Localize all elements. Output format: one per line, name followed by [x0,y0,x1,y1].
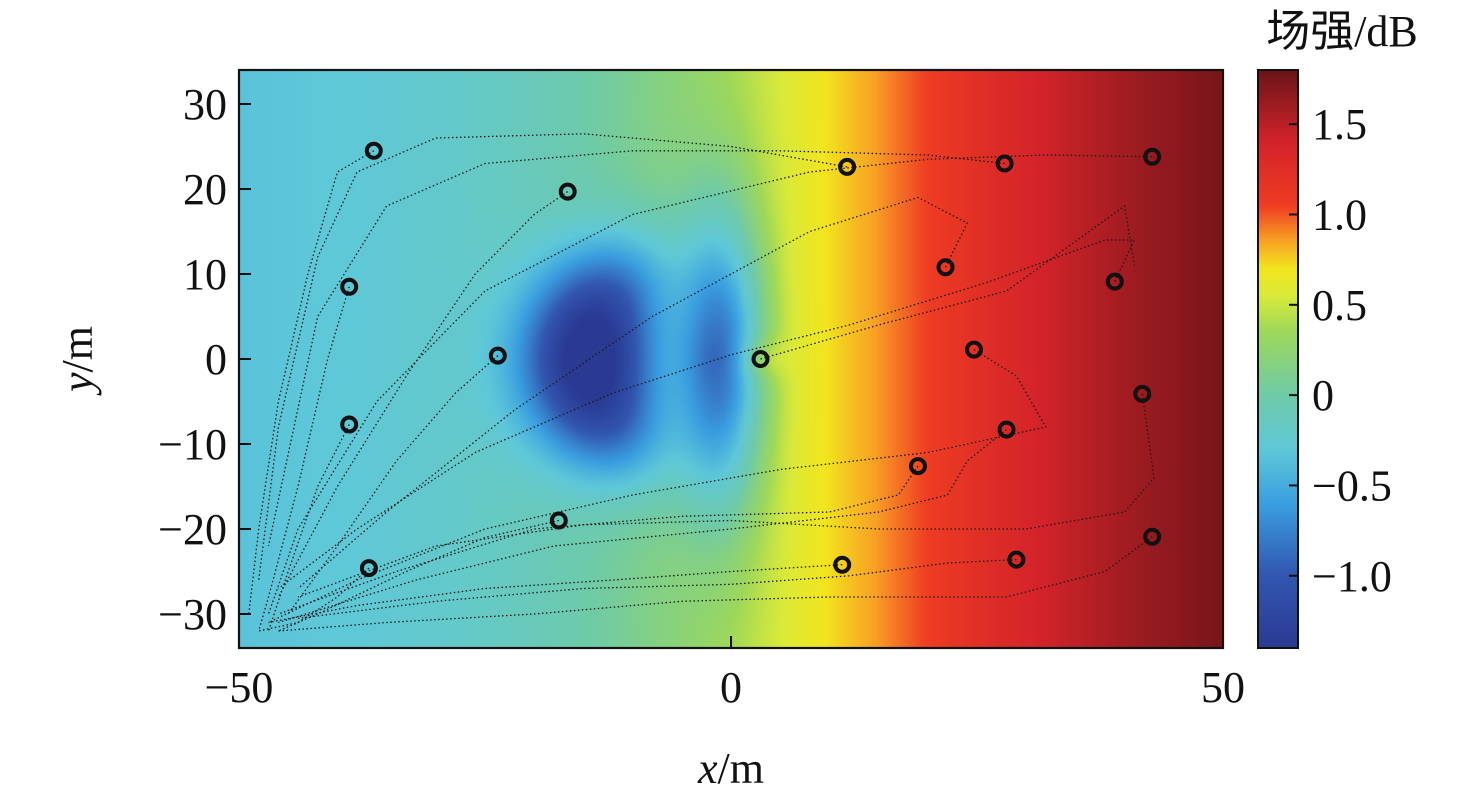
trajectory-path [267,154,1153,615]
heatmap-plot-area [237,68,1225,650]
marker-group [340,141,1162,578]
trajectory-path [760,205,1136,360]
marker-point [549,511,568,530]
trajectory-path [278,519,559,632]
x-axis: −50 0 50 [205,636,1245,712]
y-tick-label: −10 [158,420,227,469]
marker-point [1007,550,1026,569]
y-tick-label: 0 [205,335,227,384]
y-axis-title: y/m [53,326,102,396]
marker-point [909,457,927,476]
colorbar-tick-label: 1.0 [1312,191,1367,240]
marker-point [1133,384,1152,403]
colorbar-tick-label: −0.5 [1312,461,1392,510]
colorbar-tick-label: 1.5 [1312,100,1367,149]
colorbar: 1.5 1.0 0.5 0 −0.5 −1.0 场强/dB [1257,7,1418,649]
colorbar-gradient [1258,70,1298,648]
y-axis: 30 20 10 0 −10 −20 −30 [158,80,251,639]
marker-point [838,157,857,176]
colorbar-tick-label: −1.0 [1312,552,1392,601]
trajectory-path [297,558,1017,619]
marker-point [340,277,359,296]
marker-point [488,346,507,365]
x-tick-label: 0 [720,663,742,712]
marker-point [965,340,983,359]
trajectory-path [267,150,1005,547]
trajectory-path [258,286,350,632]
marker-point [364,141,383,160]
trajectory-path [258,133,848,581]
y-tick-label: 30 [183,80,227,129]
colorbar-tick-label: 0 [1312,371,1334,420]
x-tick-label: 50 [1201,663,1245,712]
marker-point [936,258,955,277]
marker-point [1143,527,1162,546]
marker-point [997,420,1016,439]
trajectory-path [297,393,1155,598]
marker-point [1105,272,1124,291]
colorbar-tick-label: 0.5 [1312,281,1367,330]
x-axis-title: x/m [697,744,764,793]
y-tick-label: 10 [183,250,227,299]
field-strength-heatmap [239,70,1223,648]
trajectory-path [268,349,1047,624]
colorbar-frame [1257,69,1299,649]
marker-point [751,350,770,368]
trajectory-path [268,564,843,624]
trajectory-path [278,536,1153,632]
trajectory-path [278,429,1007,624]
y-tick-label: −30 [158,590,227,639]
colorbar-ticks: 1.5 1.0 0.5 0 −0.5 −1.0 [1289,100,1392,601]
trajectory-lines [248,133,1155,632]
marker-point [995,154,1014,173]
marker-point [1143,147,1162,166]
marker-point [833,555,852,574]
y-tick-label: 20 [183,165,227,214]
x-tick-label: −50 [205,663,274,712]
colorbar-title: 场强/dB [1266,7,1418,56]
trajectory-path [258,567,370,632]
y-tick-label: −20 [158,505,227,554]
marker-point [359,559,378,578]
trajectory-path [278,239,1136,590]
marker-point [340,415,359,434]
marker-point [558,182,577,201]
